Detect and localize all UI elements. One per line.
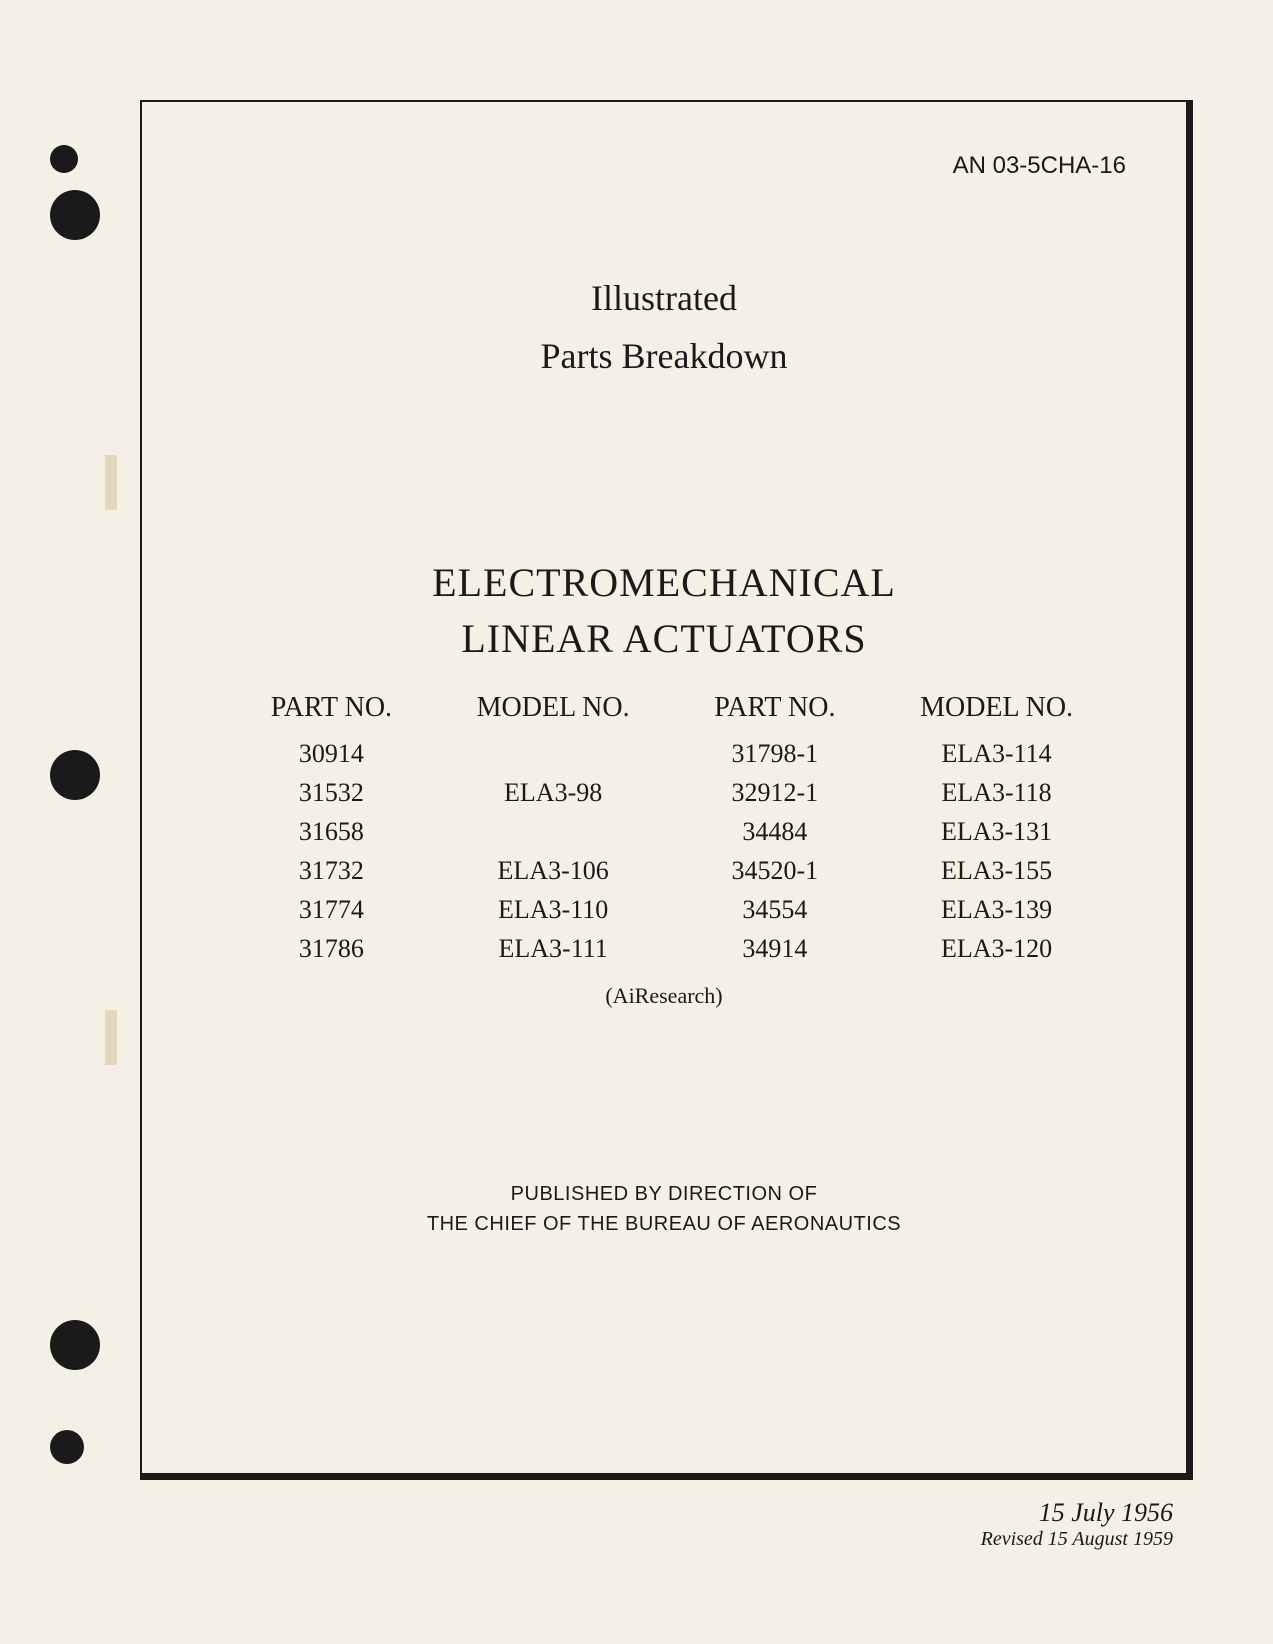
column-header: MODEL NO. (442, 692, 664, 724)
part-number-cell: 31786 (221, 929, 443, 968)
document-type-line: Illustrated (182, 270, 1146, 328)
model-number-cell: ELA3-98 (442, 773, 664, 812)
model-number-cell: ELA3-120 (886, 929, 1108, 968)
part-number-cell: 31774 (221, 890, 443, 929)
column-header: MODEL NO. (886, 692, 1108, 724)
table-row: 31658 34484 ELA3-131 (221, 812, 1108, 851)
document-type: Illustrated Parts Breakdown (182, 270, 1146, 385)
hole-punch-icon (50, 145, 78, 173)
model-number-cell: ELA3-111 (442, 929, 664, 968)
model-number-cell: ELA3-139 (886, 890, 1108, 929)
manufacturer-label: (AiResearch) (182, 983, 1146, 1009)
model-number-cell: ELA3-118 (886, 773, 1108, 812)
model-number-cell: ELA3-155 (886, 851, 1108, 890)
title-line: ELECTROMECHANICAL (182, 555, 1146, 611)
model-number-cell: ELA3-110 (442, 890, 664, 929)
publication-dates: 15 July 1956 Revised 15 August 1959 (140, 1498, 1193, 1551)
part-number-cell: 34914 (664, 929, 886, 968)
part-number-cell: 34554 (664, 890, 886, 929)
parts-table: PART NO. MODEL NO. PART NO. MODEL NO. 30… (221, 692, 1108, 968)
column-header: PART NO. (221, 692, 443, 724)
document-title: ELECTROMECHANICAL LINEAR ACTUATORS (182, 555, 1146, 667)
table-row: 30914 31798-1 ELA3-114 (221, 734, 1108, 773)
hole-punch-icon (50, 1320, 100, 1370)
model-number-cell: ELA3-131 (886, 812, 1108, 851)
binding-mark (105, 455, 117, 510)
content-frame: AN 03-5CHA-16 Illustrated Parts Breakdow… (140, 100, 1193, 1480)
part-number-cell: 30914 (221, 734, 443, 773)
publisher-line: PUBLISHED BY DIRECTION OF (182, 1179, 1146, 1209)
publisher-line: THE CHIEF OF THE BUREAU OF AERONAUTICS (182, 1209, 1146, 1239)
hole-punch-icon (50, 750, 100, 800)
table-header-row: PART NO. MODEL NO. PART NO. MODEL NO. (221, 692, 1108, 724)
title-line: LINEAR ACTUATORS (182, 611, 1146, 667)
model-number-cell: ELA3-106 (442, 851, 664, 890)
hole-punch-icon (50, 190, 100, 240)
document-page: AN 03-5CHA-16 Illustrated Parts Breakdow… (0, 0, 1273, 1644)
part-number-cell: 31732 (221, 851, 443, 890)
part-number-cell: 34484 (664, 812, 886, 851)
table-row: 31786 ELA3-111 34914 ELA3-120 (221, 929, 1108, 968)
model-number-cell (442, 812, 664, 851)
part-number-cell: 32912-1 (664, 773, 886, 812)
document-type-line: Parts Breakdown (182, 328, 1146, 386)
table-row: 31732 ELA3-106 34520-1 ELA3-155 (221, 851, 1108, 890)
part-number-cell: 31532 (221, 773, 443, 812)
hole-punch-icon (50, 1430, 84, 1464)
revised-date: Revised 15 August 1959 (140, 1528, 1173, 1551)
original-date: 15 July 1956 (140, 1498, 1173, 1528)
part-number-cell: 34520-1 (664, 851, 886, 890)
table-row: 31774 ELA3-110 34554 ELA3-139 (221, 890, 1108, 929)
part-number-cell: 31798-1 (664, 734, 886, 773)
column-header: PART NO. (664, 692, 886, 724)
document-number: AN 03-5CHA-16 (182, 152, 1146, 180)
table-row: 31532 ELA3-98 32912-1 ELA3-118 (221, 773, 1108, 812)
model-number-cell: ELA3-114 (886, 734, 1108, 773)
part-number-cell: 31658 (221, 812, 443, 851)
model-number-cell (442, 734, 664, 773)
publisher-statement: PUBLISHED BY DIRECTION OF THE CHIEF OF T… (182, 1179, 1146, 1239)
binding-mark (105, 1010, 117, 1065)
